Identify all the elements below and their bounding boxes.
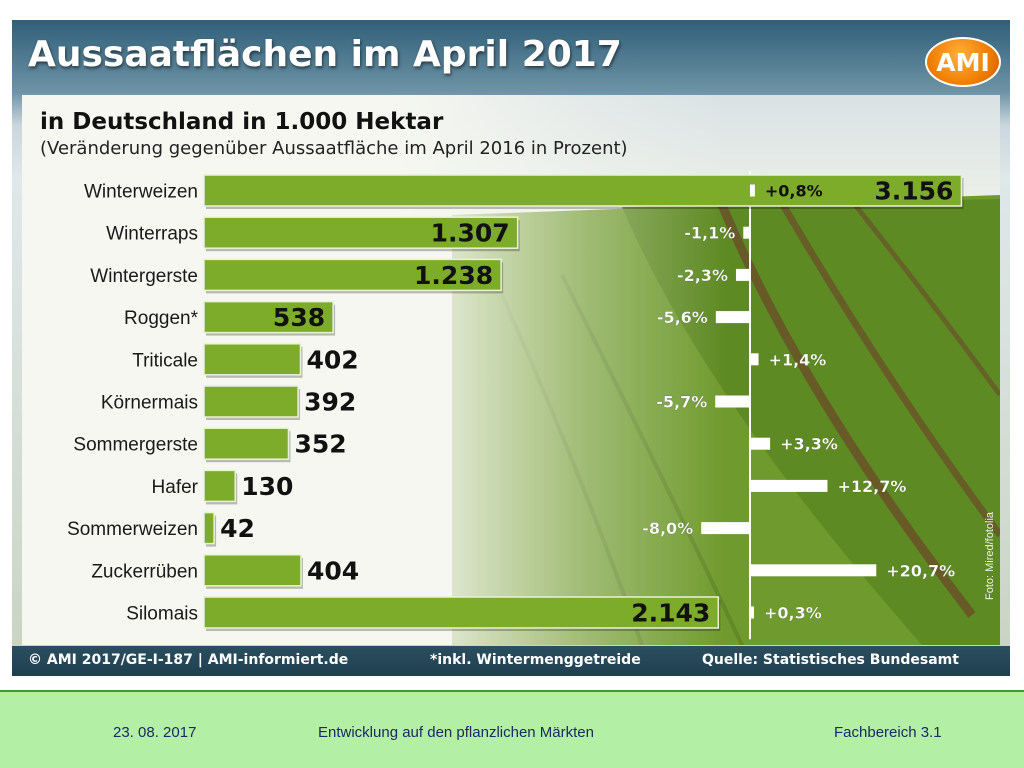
change-label: +1,4% xyxy=(769,350,827,369)
change-label: +3,3% xyxy=(780,435,838,454)
bar xyxy=(203,300,334,334)
bar xyxy=(203,258,502,292)
change-bar xyxy=(750,564,877,577)
category-label: Hafer xyxy=(152,477,199,498)
chart-subtitle: in Deutschland in 1.000 Hektar xyxy=(40,109,444,135)
category-label: Sommerweizen xyxy=(67,519,198,540)
infographic: Aussaatflächen im April 2017 AMI xyxy=(12,20,1010,676)
bar-chart: Winterweizen 3.156 +0,8% Winterraps 1.307 -1,… xyxy=(67,171,964,640)
footer-department: Fachbereich 3.1 xyxy=(834,724,942,741)
category-label: Sommergerste xyxy=(73,435,198,456)
change-label: +0,3% xyxy=(764,604,822,623)
value-label: 392 xyxy=(304,388,356,417)
bar xyxy=(203,511,215,545)
bar xyxy=(203,174,963,207)
source-strip: © AMI 2017/GE-I-187 | AMI-informiert.de … xyxy=(12,646,1010,676)
value-label: 402 xyxy=(306,345,358,374)
value-label: 130 xyxy=(241,472,293,501)
bar xyxy=(203,385,299,418)
ami-logo: AMI xyxy=(925,37,1001,87)
change-bar xyxy=(735,268,750,281)
category-label: Körnermais xyxy=(101,393,198,414)
value-label: 1.238 xyxy=(414,261,493,290)
value-label: 3.156 xyxy=(874,177,953,206)
change-label: -5,7% xyxy=(656,393,707,412)
chart-panel: in Deutschland in 1.000 Hektar (Veränder… xyxy=(22,95,1000,645)
category-label: Roggen* xyxy=(124,308,199,329)
change-label: -5,6% xyxy=(657,308,708,327)
change-bar xyxy=(750,437,771,450)
category-label: Triticale xyxy=(132,350,198,371)
chart-title: Aussaatflächen im April 2017 xyxy=(28,34,622,75)
bar xyxy=(203,343,302,376)
category-label: Winterraps xyxy=(106,224,198,245)
change-label: +0,8% xyxy=(765,182,823,201)
change-bar xyxy=(701,522,750,535)
value-label: 538 xyxy=(273,303,325,332)
bars-layer: Winterweizen 3.156 +0,8% Winterraps 1.307 -1,… xyxy=(67,171,964,640)
change-bar xyxy=(750,606,754,619)
footnote-text: *inkl. Wintermenggetreide xyxy=(430,652,641,668)
change-label: -1,1% xyxy=(684,224,735,243)
value-label: 2.143 xyxy=(631,599,710,628)
change-bar xyxy=(750,184,755,197)
change-label: -8,0% xyxy=(642,519,693,538)
photo-credit: Foto: Mired/fotolia xyxy=(984,511,996,600)
change-label: -2,3% xyxy=(677,266,728,285)
value-label: 1.307 xyxy=(431,219,510,248)
value-label: 42 xyxy=(220,514,255,543)
category-label: Silomais xyxy=(126,604,198,625)
change-bar xyxy=(715,395,750,408)
bar xyxy=(203,554,302,587)
category-label: Winterweizen xyxy=(84,182,198,203)
bar xyxy=(203,216,519,249)
copyright-text: © AMI 2017/GE-I-187 | AMI-informiert.de xyxy=(28,652,349,668)
value-label: 404 xyxy=(307,556,359,585)
bar xyxy=(203,427,290,460)
source-text: Quelle: Statistisches Bundesamt xyxy=(702,652,959,668)
change-bar xyxy=(715,311,750,324)
slide-footer: 23. 08. 2017 Entwicklung auf den pflanzl… xyxy=(0,690,1024,768)
change-bar xyxy=(750,353,759,366)
change-label: +12,7% xyxy=(837,477,906,496)
change-bar xyxy=(743,226,750,239)
change-label: +20,7% xyxy=(886,561,955,580)
category-label: Wintergerste xyxy=(90,266,198,287)
footer-topic: Entwicklung auf den pflanzlichen Märkten xyxy=(318,724,594,741)
category-label: Zuckerrüben xyxy=(91,561,198,582)
footer-date: 23. 08. 2017 xyxy=(113,724,197,741)
chart-subtitle-note: (Veränderung gegenüber Aussaatfläche im … xyxy=(40,138,628,159)
bar xyxy=(203,596,720,629)
change-bar xyxy=(750,479,828,492)
bar xyxy=(203,469,236,503)
value-label: 352 xyxy=(294,430,346,459)
